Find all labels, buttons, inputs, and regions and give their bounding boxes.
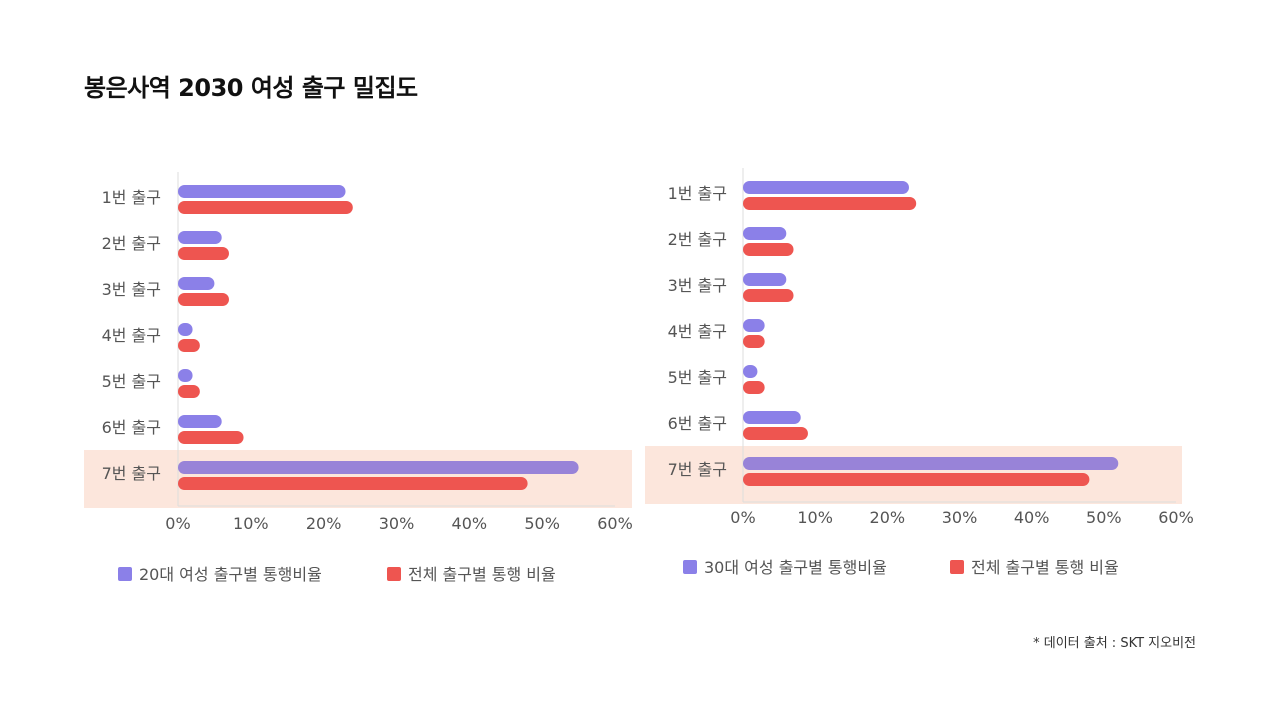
category-label: 4번 출구 (668, 322, 727, 341)
bar-overall (743, 289, 794, 302)
category-label: 7번 출구 (668, 460, 727, 479)
x-tick-label: 20% (870, 508, 906, 527)
x-tick-label: 0% (730, 508, 755, 527)
x-tick-label: 60% (1158, 508, 1194, 527)
bar-target-group (178, 277, 215, 290)
category-label: 2번 출구 (102, 234, 161, 253)
x-tick-label: 40% (1014, 508, 1050, 527)
bar-target-group (178, 461, 579, 474)
chart-1: 1번 출구 2번 출구 3번 출구 4번 출구 5번 출구 6번 출구 7번 출구 0% 10%… (84, 172, 633, 584)
page-title: 봉은사역 2030 여성 출구 밀집도 (84, 74, 418, 102)
legend-swatch (950, 560, 964, 574)
bar-overall (178, 431, 244, 444)
category-label: 2번 출구 (668, 230, 727, 249)
legend-label: 30대 여성 출구별 통행비율 (704, 558, 887, 577)
bar-overall (743, 335, 765, 348)
x-tick-label: 50% (1086, 508, 1122, 527)
bar-overall (178, 477, 528, 490)
x-tick-label: 10% (797, 508, 833, 527)
bar-target-group (743, 365, 758, 378)
bar-target-group (178, 231, 222, 244)
x-tick-label: 20% (306, 514, 342, 533)
category-label: 1번 출구 (668, 184, 727, 203)
bar-target-group (743, 273, 787, 286)
bar-target-group (178, 369, 193, 382)
category-label: 5번 출구 (102, 372, 161, 391)
bar-overall (178, 201, 353, 214)
category-label: 5번 출구 (668, 368, 727, 387)
x-tick-label: 0% (165, 514, 190, 533)
bar-overall (178, 293, 229, 306)
bar-overall (178, 247, 229, 260)
category-label: 7번 출구 (102, 464, 161, 483)
bar-overall (743, 473, 1090, 486)
bar-overall (743, 197, 917, 210)
legend-swatch (118, 567, 132, 581)
x-tick-label: 30% (942, 508, 978, 527)
chart-2: 1번 출구 2번 출구 3번 출구 4번 출구 5번 출구 6번 출구 7번 출구 0% 10%… (645, 168, 1194, 577)
category-label: 1번 출구 (102, 188, 161, 207)
bar-overall (743, 243, 794, 256)
bar-target-group (178, 323, 193, 336)
category-label: 4번 출구 (102, 326, 161, 345)
bar-target-group (743, 411, 801, 424)
bar-overall (178, 385, 200, 398)
bar-target-group (743, 227, 787, 240)
x-tick-label: 50% (524, 514, 560, 533)
x-tick-label: 30% (379, 514, 415, 533)
source-note: * 데이터 출처 : SKT 지오비전 (1033, 636, 1196, 651)
category-label: 6번 출구 (102, 418, 161, 437)
bar-target-group (743, 181, 909, 194)
legend-swatch (387, 567, 401, 581)
bar-target-group (178, 415, 222, 428)
bar-overall (743, 427, 808, 440)
bar-overall (178, 339, 200, 352)
legend-swatch (683, 560, 697, 574)
x-tick-label: 10% (233, 514, 269, 533)
legend-label: 20대 여성 출구별 통행비율 (139, 565, 322, 584)
bar-target-group (743, 319, 765, 332)
category-label: 6번 출구 (668, 414, 727, 433)
bar-overall (743, 381, 765, 394)
bar-target-group (743, 457, 1119, 470)
category-label: 3번 출구 (668, 276, 727, 295)
legend-label: 전체 출구별 통행 비율 (408, 565, 556, 584)
x-tick-label: 60% (597, 514, 633, 533)
legend-label: 전체 출구별 통행 비율 (971, 558, 1119, 577)
x-tick-label: 40% (452, 514, 488, 533)
bar-target-group (178, 185, 346, 198)
category-label: 3번 출구 (102, 280, 161, 299)
